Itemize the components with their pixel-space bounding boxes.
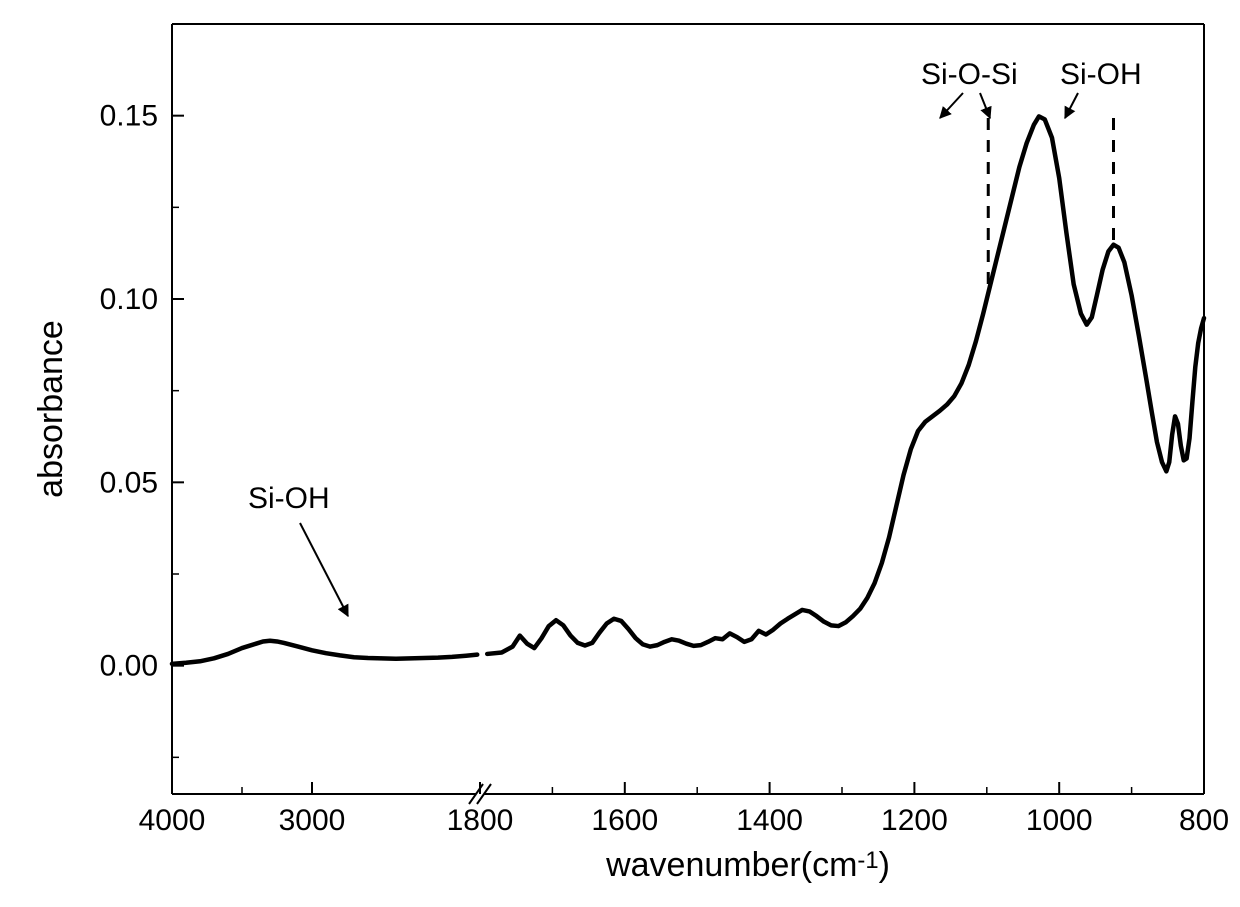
x-axis-label: wavenumber(cm-1) <box>605 846 890 884</box>
x-tick-label: 1000 <box>1026 804 1093 837</box>
x-tick-label: 4000 <box>139 804 206 837</box>
label-si-oh-right: Si-OH <box>1060 58 1142 91</box>
y-tick-label: 0.10 <box>100 283 158 316</box>
x-tick-label: 1200 <box>881 804 948 837</box>
y-tick-label: 0.15 <box>100 100 158 133</box>
ir-spectrum-chart: 0.00 0.05 0.10 0.15 4000 3000 1800 1600 1400 1200… <box>0 0 1240 907</box>
label-si-oh-left-arrow <box>300 523 348 616</box>
y-tick-label: 0.05 <box>100 466 158 499</box>
label-si-oh-right-arrow <box>1065 93 1078 118</box>
label-si-o-si-arrow <box>980 93 990 118</box>
y-axis-label: absorbance <box>32 320 70 498</box>
y-tick-label: 0.00 <box>100 650 158 683</box>
x-tick-label: 3000 <box>279 804 346 837</box>
label-si-oh-left: Si-OH <box>248 482 330 515</box>
x-tick-label: 1800 <box>447 804 514 837</box>
x-tick-label: 1400 <box>736 804 803 837</box>
label-si-o-si: Si-O-Si <box>921 58 1018 91</box>
spectrum-line-seg1 <box>172 641 477 664</box>
label-si-o-si-arrow <box>940 93 963 118</box>
x-tick-label: 800 <box>1179 804 1229 837</box>
spectrum-line-seg2 <box>487 116 1204 654</box>
x-tick-label: 1600 <box>591 804 658 837</box>
